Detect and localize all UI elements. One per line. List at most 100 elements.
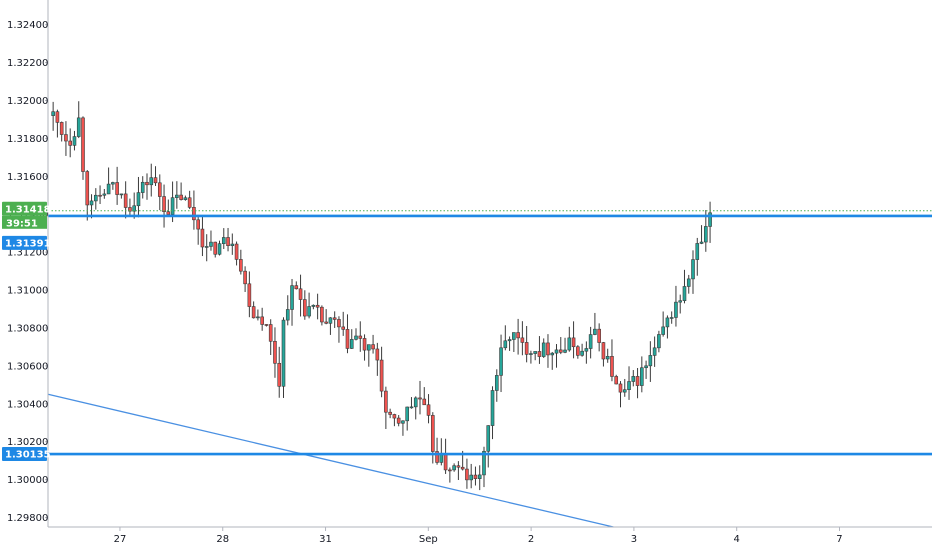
candle bbox=[507, 336, 512, 351]
price-tick-label: 1.30000 bbox=[7, 475, 48, 486]
candle bbox=[699, 225, 704, 245]
candle bbox=[111, 181, 115, 190]
candle bbox=[465, 458, 469, 489]
candle bbox=[349, 329, 354, 350]
candle bbox=[140, 176, 145, 199]
candle bbox=[584, 341, 589, 364]
candle bbox=[571, 321, 576, 359]
candle bbox=[307, 292, 311, 319]
candle bbox=[226, 227, 230, 252]
candle bbox=[166, 199, 171, 215]
candle bbox=[72, 130, 77, 151]
candle bbox=[537, 336, 542, 364]
candle bbox=[665, 315, 670, 339]
candle bbox=[234, 241, 239, 266]
time-tick-label: 27 bbox=[114, 534, 127, 545]
candle bbox=[520, 321, 525, 356]
candle bbox=[618, 381, 623, 408]
candle bbox=[298, 274, 303, 317]
horizontal-lines[interactable] bbox=[48, 210, 932, 456]
candle bbox=[85, 170, 90, 221]
candle bbox=[516, 318, 520, 355]
candle bbox=[524, 326, 529, 363]
time-tick-label: 31 bbox=[319, 534, 332, 545]
price-tick-label: 1.31200 bbox=[7, 248, 48, 259]
price-tick-label: 1.32400 bbox=[7, 20, 48, 31]
candle bbox=[375, 342, 380, 376]
price-tick-label: 1.32000 bbox=[7, 96, 48, 107]
price-tick-label: 1.31800 bbox=[7, 134, 48, 145]
candle bbox=[392, 413, 397, 427]
candle bbox=[635, 368, 640, 399]
time-tick-label: Sep bbox=[419, 534, 438, 545]
candle bbox=[576, 345, 580, 359]
candle bbox=[674, 285, 678, 327]
candle bbox=[251, 301, 256, 319]
candle bbox=[183, 195, 188, 201]
candle bbox=[686, 274, 691, 294]
candle bbox=[64, 121, 68, 156]
candle bbox=[157, 174, 162, 211]
trendline[interactable] bbox=[47, 393, 614, 528]
candle bbox=[644, 360, 648, 379]
candle bbox=[132, 192, 136, 219]
time-axis[interactable]: 272831Sep23478 bbox=[114, 527, 932, 545]
candle bbox=[221, 228, 226, 250]
candle bbox=[59, 121, 64, 142]
candlestick-series bbox=[51, 101, 712, 491]
candle bbox=[669, 311, 674, 324]
last-price-badge: 1.31418 bbox=[2, 201, 51, 216]
candle bbox=[354, 328, 358, 341]
candle bbox=[580, 343, 584, 357]
candle bbox=[290, 278, 294, 326]
candle bbox=[469, 463, 473, 489]
price-tick-label: 1.30600 bbox=[7, 361, 48, 372]
candle bbox=[106, 167, 111, 195]
candle bbox=[358, 321, 363, 352]
countdown-badge: 39:51 bbox=[2, 215, 47, 229]
badge-price-label: 1.31418 bbox=[5, 204, 51, 215]
candle bbox=[610, 339, 614, 382]
time-tick-label: 28 bbox=[216, 534, 229, 545]
candle bbox=[597, 323, 601, 352]
candle bbox=[640, 356, 644, 393]
candle bbox=[337, 316, 341, 343]
candle bbox=[622, 378, 627, 397]
candle bbox=[691, 250, 695, 294]
candle bbox=[657, 330, 661, 353]
candle bbox=[230, 233, 235, 255]
candle bbox=[76, 101, 81, 139]
candle bbox=[268, 319, 273, 356]
candle bbox=[196, 214, 200, 245]
candle bbox=[614, 374, 619, 385]
candle bbox=[119, 193, 124, 199]
candle bbox=[456, 461, 461, 481]
descending-trendline[interactable] bbox=[47, 393, 614, 528]
candle bbox=[247, 271, 252, 318]
candle bbox=[192, 190, 196, 230]
candle bbox=[294, 281, 299, 290]
candle bbox=[426, 394, 431, 424]
candle bbox=[243, 266, 247, 292]
candle bbox=[273, 327, 277, 378]
price-tick-label: 1.31600 bbox=[7, 172, 48, 183]
candle bbox=[388, 408, 392, 419]
candle bbox=[115, 166, 119, 205]
candle bbox=[204, 234, 209, 262]
candle bbox=[379, 346, 384, 398]
candle bbox=[550, 351, 555, 370]
candle bbox=[281, 317, 286, 398]
candle bbox=[563, 337, 567, 354]
candle bbox=[285, 295, 290, 326]
candle bbox=[145, 173, 149, 200]
candle bbox=[315, 293, 320, 320]
candle bbox=[554, 344, 559, 368]
candle bbox=[401, 420, 405, 436]
candle bbox=[443, 438, 448, 474]
candle bbox=[200, 216, 205, 257]
price-badges: 1.31391 1.30135 1.31418 39:51 bbox=[2, 201, 51, 462]
candle bbox=[648, 341, 653, 382]
candle bbox=[328, 317, 333, 335]
candle bbox=[631, 370, 636, 387]
